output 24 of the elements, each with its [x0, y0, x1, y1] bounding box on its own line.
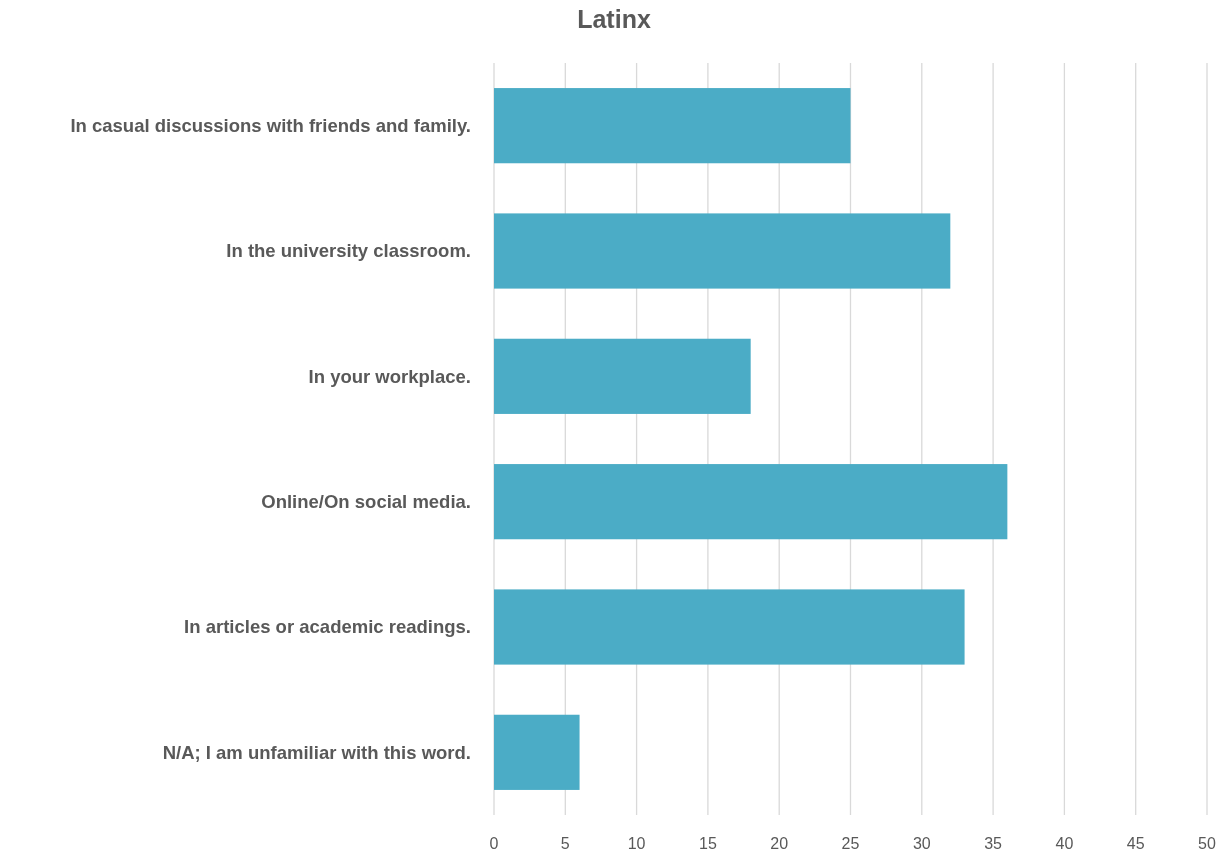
x-tick-label: 15: [699, 835, 717, 852]
bar: [494, 338, 751, 414]
chart-title: Latinx: [577, 5, 651, 33]
x-tick-label: 45: [1126, 835, 1145, 852]
y-tick-label: Online/On social media.: [261, 491, 471, 513]
y-tick-label: N/A; I am unfamiliar with this word.: [162, 741, 471, 763]
x-tick-label: 25: [841, 835, 860, 852]
y-tick-label: In your workplace.: [308, 365, 471, 387]
x-tick-label: 20: [770, 835, 789, 852]
bar: [494, 464, 1008, 540]
bar: [494, 213, 951, 289]
x-tick-label: 10: [627, 835, 646, 852]
x-tick-label: 30: [912, 835, 931, 852]
y-tick-label: In the university classroom.: [226, 240, 471, 262]
x-tick-label: 35: [984, 835, 1003, 852]
x-tick-label: 50: [1198, 835, 1216, 852]
bar: [494, 88, 851, 164]
bar: [494, 589, 965, 665]
x-tick-label: 0: [489, 835, 499, 852]
y-tick-label: In articles or academic readings.: [184, 616, 471, 638]
x-tick-label: 40: [1055, 835, 1074, 852]
x-tick-label: 5: [560, 835, 570, 852]
bar: [494, 714, 580, 790]
y-tick-label: In casual discussions with friends and family.: [70, 115, 471, 137]
